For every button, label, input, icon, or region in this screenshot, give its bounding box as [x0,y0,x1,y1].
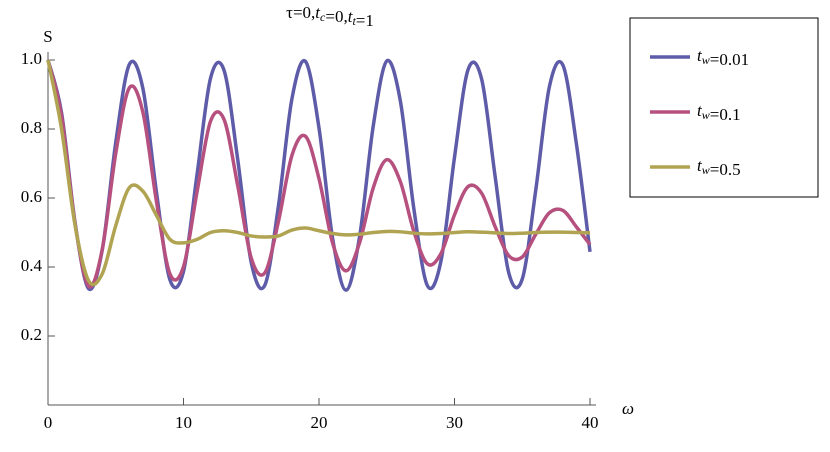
legend-label: tw=0.1 [697,101,741,124]
y-tick-label: 0.6 [21,187,42,206]
y-axis-label: S [43,27,52,46]
x-tick-label: 20 [311,413,328,432]
chart-title: τ=0,tc=0,tt=1 [286,3,374,30]
legend-label: tw=0.5 [697,156,741,179]
x-axis-label: ω [622,399,634,418]
y-tick-label: 0.2 [21,325,42,344]
y-tick-label: 0.4 [21,256,43,275]
legend-label: tw=0.01 [697,46,749,69]
series-line [46,59,591,287]
series-line [46,59,592,289]
series-line [46,58,592,292]
x-tick-label: 30 [446,413,463,432]
x-tick-label: 40 [582,413,599,432]
x-tick-label: 10 [175,413,192,432]
y-tick-label: 0.8 [21,118,42,137]
x-tick-label: 0 [44,413,53,432]
y-tick-label: 1.0 [21,49,42,68]
